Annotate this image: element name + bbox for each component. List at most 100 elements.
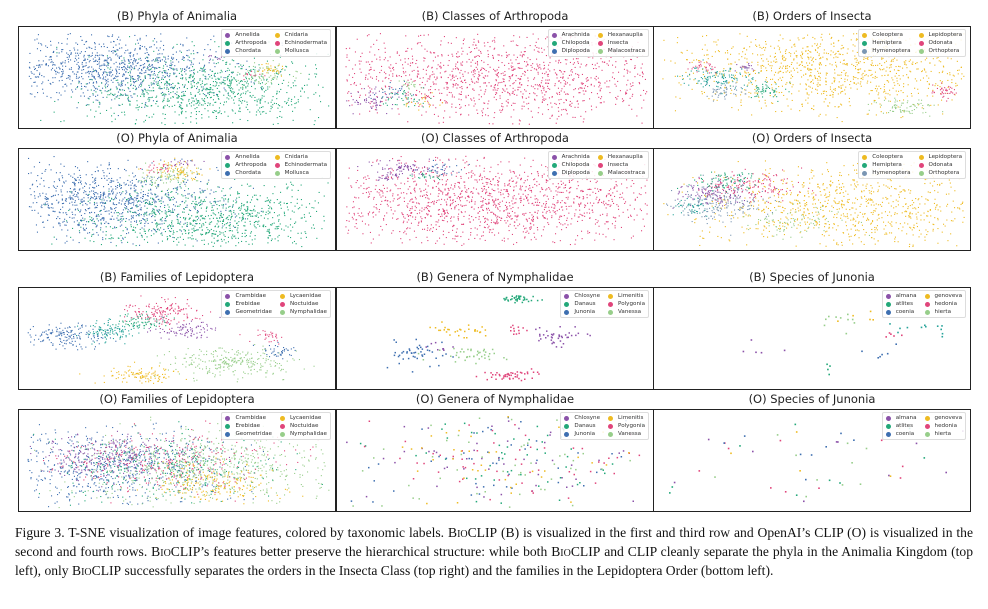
scatter-point [61, 75, 63, 77]
scatter-point [903, 110, 905, 112]
scatter-point [271, 99, 273, 101]
scatter-point [33, 66, 35, 68]
scatter-series-green [750, 81, 791, 102]
scatter-point [775, 58, 777, 60]
scatter-point [106, 79, 108, 81]
scatter-point [346, 54, 348, 56]
scatter-point [437, 64, 439, 66]
scatter-point [109, 168, 111, 170]
scatter-point [459, 86, 461, 88]
scatter-point [92, 177, 94, 179]
scatter-point [127, 97, 129, 99]
scatter-point [265, 63, 267, 65]
scatter-point [469, 51, 471, 53]
scatter-point [951, 91, 953, 93]
scatter-point [560, 90, 562, 92]
scatter-point [467, 94, 469, 96]
scatter-point [875, 114, 877, 116]
scatter-point [244, 81, 246, 83]
plot-area: Coleoptera Lepidoptera Hemiptera Odonata Hym… [653, 26, 971, 129]
scatter-point [101, 205, 103, 207]
scatter-point [955, 92, 957, 94]
scatter-point [67, 58, 69, 60]
scatter-point [41, 44, 43, 46]
scatter-point [558, 80, 560, 82]
scatter-point [627, 79, 629, 81]
scatter-point [215, 81, 217, 83]
scatter-point [155, 59, 157, 61]
scatter-point [802, 47, 804, 49]
scatter-point [216, 95, 218, 97]
scatter-point [584, 85, 586, 87]
scatter-point [197, 71, 199, 73]
scatter-point [380, 105, 382, 107]
scatter-point [838, 106, 840, 108]
scatter-point [134, 48, 136, 50]
scatter-point [917, 92, 919, 94]
scatter-point [260, 106, 262, 108]
scatter-point [548, 64, 550, 66]
scatter-point [66, 221, 68, 223]
scatter-point [291, 104, 293, 106]
scatter-point [825, 74, 827, 76]
scatter-point [715, 74, 717, 76]
scatter-point [594, 77, 596, 79]
scatter-point [760, 70, 762, 72]
scatter-point [811, 58, 813, 60]
scatter-point [115, 86, 117, 88]
scatter-point [391, 108, 393, 110]
scatter-point [99, 202, 101, 204]
scatter-point [133, 68, 135, 70]
scatter-point [774, 94, 776, 96]
scatter-point [140, 64, 142, 66]
scatter-point [169, 64, 171, 66]
scatter-point [381, 101, 383, 103]
scatter-point [728, 63, 730, 65]
scatter-point [96, 71, 98, 73]
scatter-point [803, 37, 805, 39]
scatter-point [87, 197, 89, 199]
scatter-point [212, 104, 214, 106]
scatter-point [166, 104, 168, 106]
scatter-point [207, 102, 209, 104]
scatter-point [315, 68, 317, 70]
scatter-point [576, 100, 578, 102]
scatter-point [719, 93, 721, 95]
scatter-point [89, 71, 91, 73]
scatter-point [161, 88, 163, 90]
scatter-point [478, 55, 480, 57]
scatter-point [31, 209, 33, 211]
scatter-point [69, 33, 71, 35]
scatter-point [906, 110, 908, 112]
scatter-point [626, 84, 628, 86]
scatter-point [717, 82, 719, 84]
scatter-point [700, 77, 702, 79]
scatter-point [407, 102, 409, 104]
scatter-point [769, 87, 771, 89]
scatter-point [896, 59, 898, 61]
scatter-point [932, 84, 934, 86]
scatter-point [192, 50, 194, 52]
scatter-point [888, 81, 890, 83]
scatter-point [163, 56, 165, 58]
scatter-point [704, 66, 706, 68]
scatter-point [480, 69, 482, 71]
scatter-point [401, 88, 403, 90]
scatter-point [74, 204, 76, 206]
scatter-point [478, 98, 480, 100]
scatter-point [96, 198, 98, 200]
scatter-point [854, 55, 856, 57]
scatter-point [164, 82, 166, 84]
scatter-point [834, 106, 836, 108]
scatter-point [229, 82, 231, 84]
scatter-point [95, 91, 97, 93]
scatter-point [527, 108, 529, 110]
scatter-point [278, 64, 280, 66]
scatter-point [255, 114, 257, 116]
scatter-point [573, 89, 575, 91]
scatter-point [116, 66, 118, 68]
legend-marker [551, 48, 557, 54]
scatter-point [274, 77, 276, 79]
scatter-point [319, 95, 321, 97]
scatter-point [740, 91, 742, 93]
